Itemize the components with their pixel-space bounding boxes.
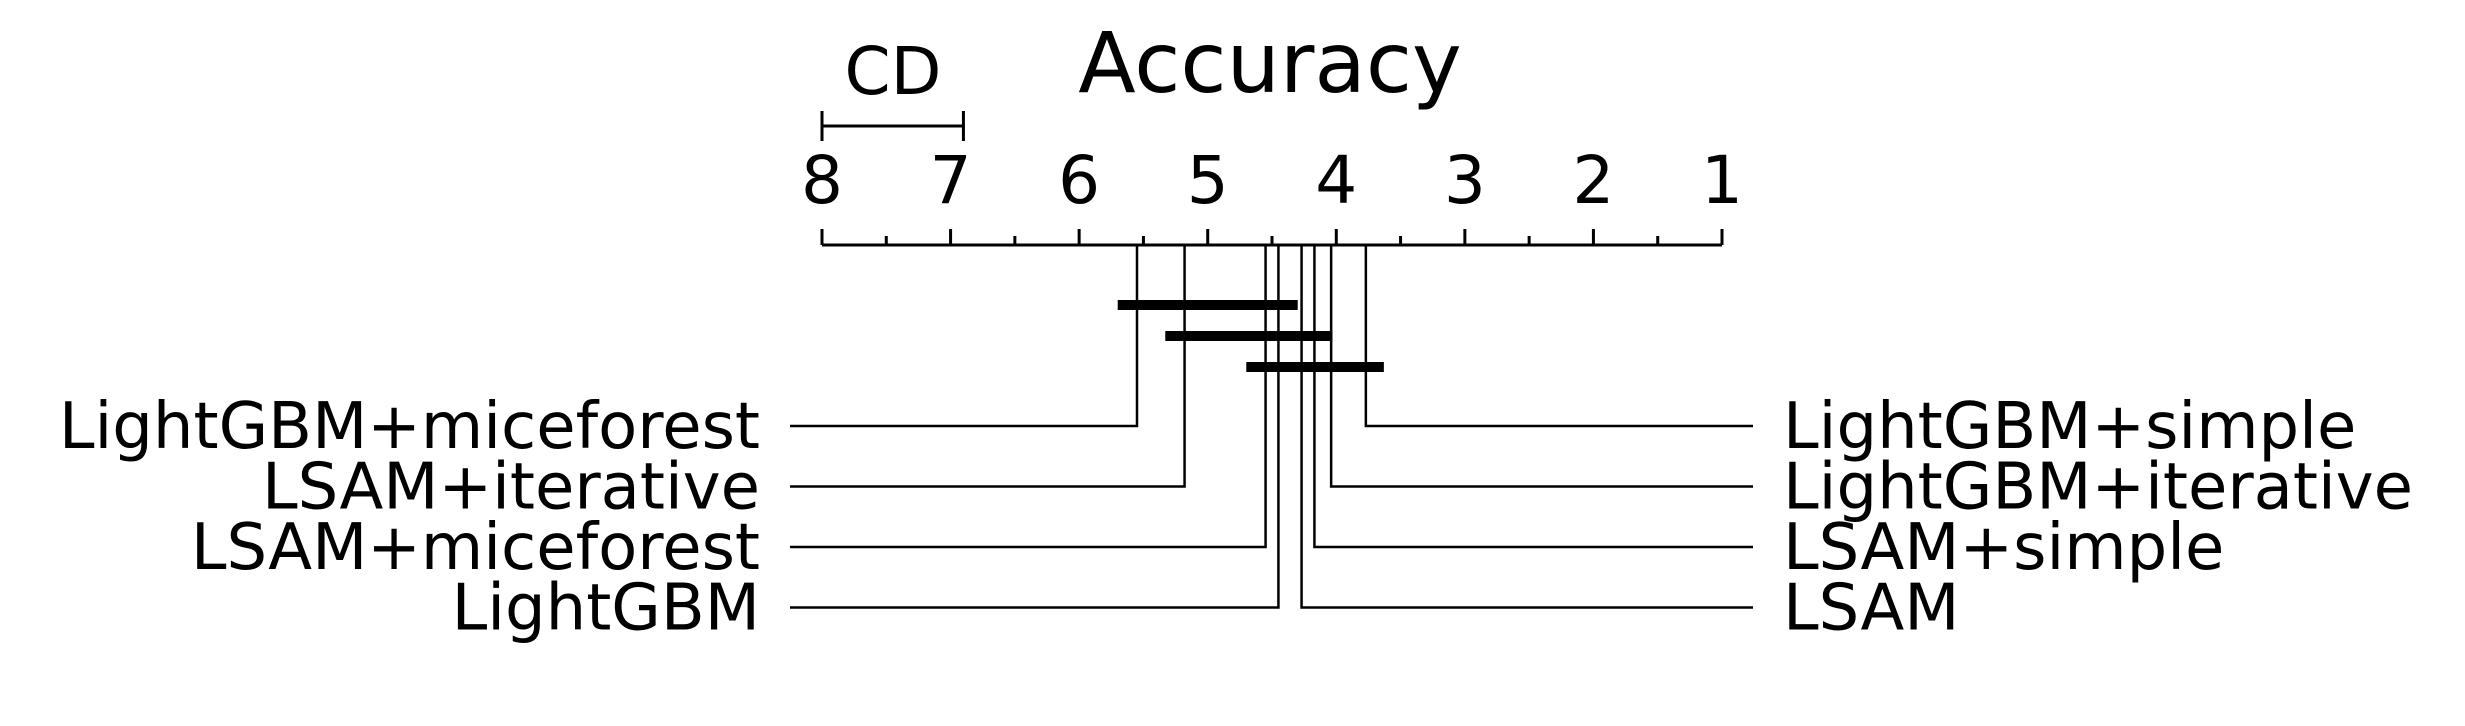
method-label: LSAM+miceforest [191, 511, 760, 585]
method-connector [1300, 245, 1753, 609]
tick-label: 1 [1701, 142, 1743, 219]
method-connector [790, 245, 1280, 609]
method-label: LightGBM+miceforest [59, 390, 760, 464]
rank-axis: 8 7 6 5 4 3 2 1 [801, 142, 1743, 247]
method-label: LightGBM+iterative [1783, 451, 2413, 525]
method-connector [790, 245, 1139, 428]
method-connector [1329, 245, 1753, 488]
method-label: LSAM+simple [1783, 511, 2224, 585]
chart-title: Accuracy [1078, 14, 1462, 112]
tick-label: 2 [1572, 142, 1614, 219]
method-labels: LightGBM+miceforestLSAM+iterativeLSAM+mi… [59, 390, 2413, 646]
method-label: LSAM [1783, 572, 1959, 646]
cd-label: CD [845, 33, 942, 110]
tick-label: 8 [801, 142, 843, 219]
method-label: LightGBM [452, 572, 760, 646]
method-connector [1364, 245, 1753, 428]
tick-label: 5 [1187, 142, 1229, 219]
method-connectors [790, 245, 1753, 609]
clique-bars [1117, 300, 1384, 372]
method-connector [790, 245, 1267, 549]
method-label: LSAM+iterative [262, 451, 760, 525]
method-connector [790, 245, 1186, 488]
tick-label: 3 [1444, 142, 1486, 219]
tick-label: 7 [930, 142, 972, 219]
method-connector [1313, 245, 1753, 549]
method-label: LightGBM+simple [1783, 390, 2356, 464]
tick-label: 6 [1058, 142, 1100, 219]
tick-label: 4 [1315, 142, 1357, 219]
cd-indicator: CD [820, 33, 965, 141]
